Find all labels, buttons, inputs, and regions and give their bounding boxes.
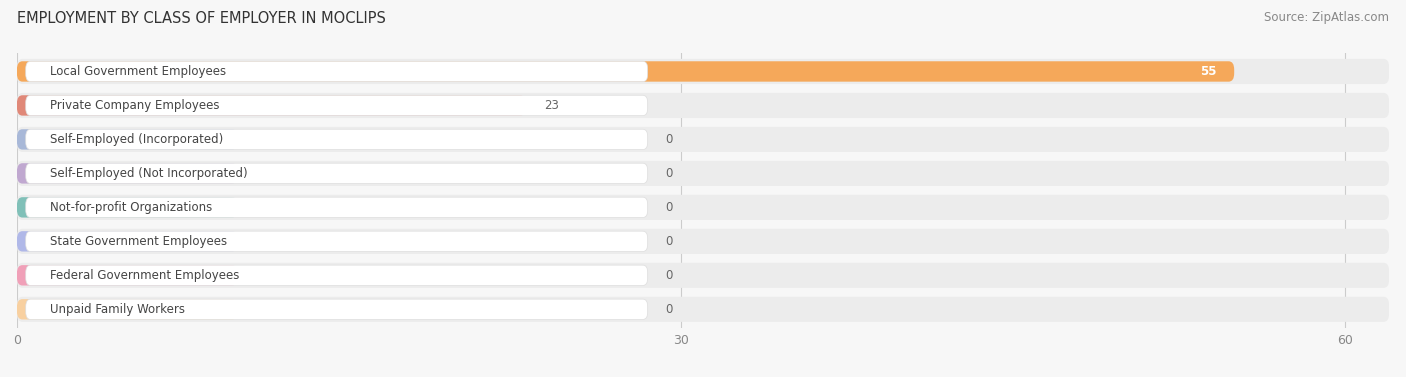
Text: Source: ZipAtlas.com: Source: ZipAtlas.com (1264, 11, 1389, 24)
FancyBboxPatch shape (17, 163, 238, 184)
FancyBboxPatch shape (17, 59, 1389, 84)
Text: EMPLOYMENT BY CLASS OF EMPLOYER IN MOCLIPS: EMPLOYMENT BY CLASS OF EMPLOYER IN MOCLI… (17, 11, 385, 26)
FancyBboxPatch shape (17, 195, 1389, 220)
FancyBboxPatch shape (17, 161, 1389, 186)
FancyBboxPatch shape (17, 263, 1389, 288)
FancyBboxPatch shape (25, 265, 648, 285)
Text: Local Government Employees: Local Government Employees (51, 65, 226, 78)
Text: 0: 0 (665, 201, 672, 214)
FancyBboxPatch shape (25, 197, 648, 218)
FancyBboxPatch shape (17, 95, 526, 116)
Text: 0: 0 (665, 167, 672, 180)
FancyBboxPatch shape (25, 95, 648, 116)
FancyBboxPatch shape (25, 129, 648, 150)
FancyBboxPatch shape (17, 231, 238, 251)
FancyBboxPatch shape (17, 127, 1389, 152)
FancyBboxPatch shape (25, 61, 648, 82)
Text: Self-Employed (Not Incorporated): Self-Employed (Not Incorporated) (51, 167, 247, 180)
Text: 23: 23 (544, 99, 558, 112)
Text: Federal Government Employees: Federal Government Employees (51, 269, 239, 282)
Text: 0: 0 (665, 235, 672, 248)
FancyBboxPatch shape (17, 61, 1234, 82)
Text: Private Company Employees: Private Company Employees (51, 99, 219, 112)
FancyBboxPatch shape (17, 299, 238, 319)
FancyBboxPatch shape (25, 163, 648, 184)
Text: Not-for-profit Organizations: Not-for-profit Organizations (51, 201, 212, 214)
FancyBboxPatch shape (25, 299, 648, 319)
FancyBboxPatch shape (17, 297, 1389, 322)
Text: 0: 0 (665, 269, 672, 282)
FancyBboxPatch shape (17, 265, 238, 285)
Text: Self-Employed (Incorporated): Self-Employed (Incorporated) (51, 133, 224, 146)
FancyBboxPatch shape (17, 93, 1389, 118)
Text: 0: 0 (665, 303, 672, 316)
Text: State Government Employees: State Government Employees (51, 235, 228, 248)
Text: 0: 0 (665, 133, 672, 146)
FancyBboxPatch shape (17, 129, 238, 150)
Text: 55: 55 (1199, 65, 1216, 78)
Text: Unpaid Family Workers: Unpaid Family Workers (51, 303, 186, 316)
FancyBboxPatch shape (25, 231, 648, 251)
FancyBboxPatch shape (17, 197, 238, 218)
FancyBboxPatch shape (17, 229, 1389, 254)
